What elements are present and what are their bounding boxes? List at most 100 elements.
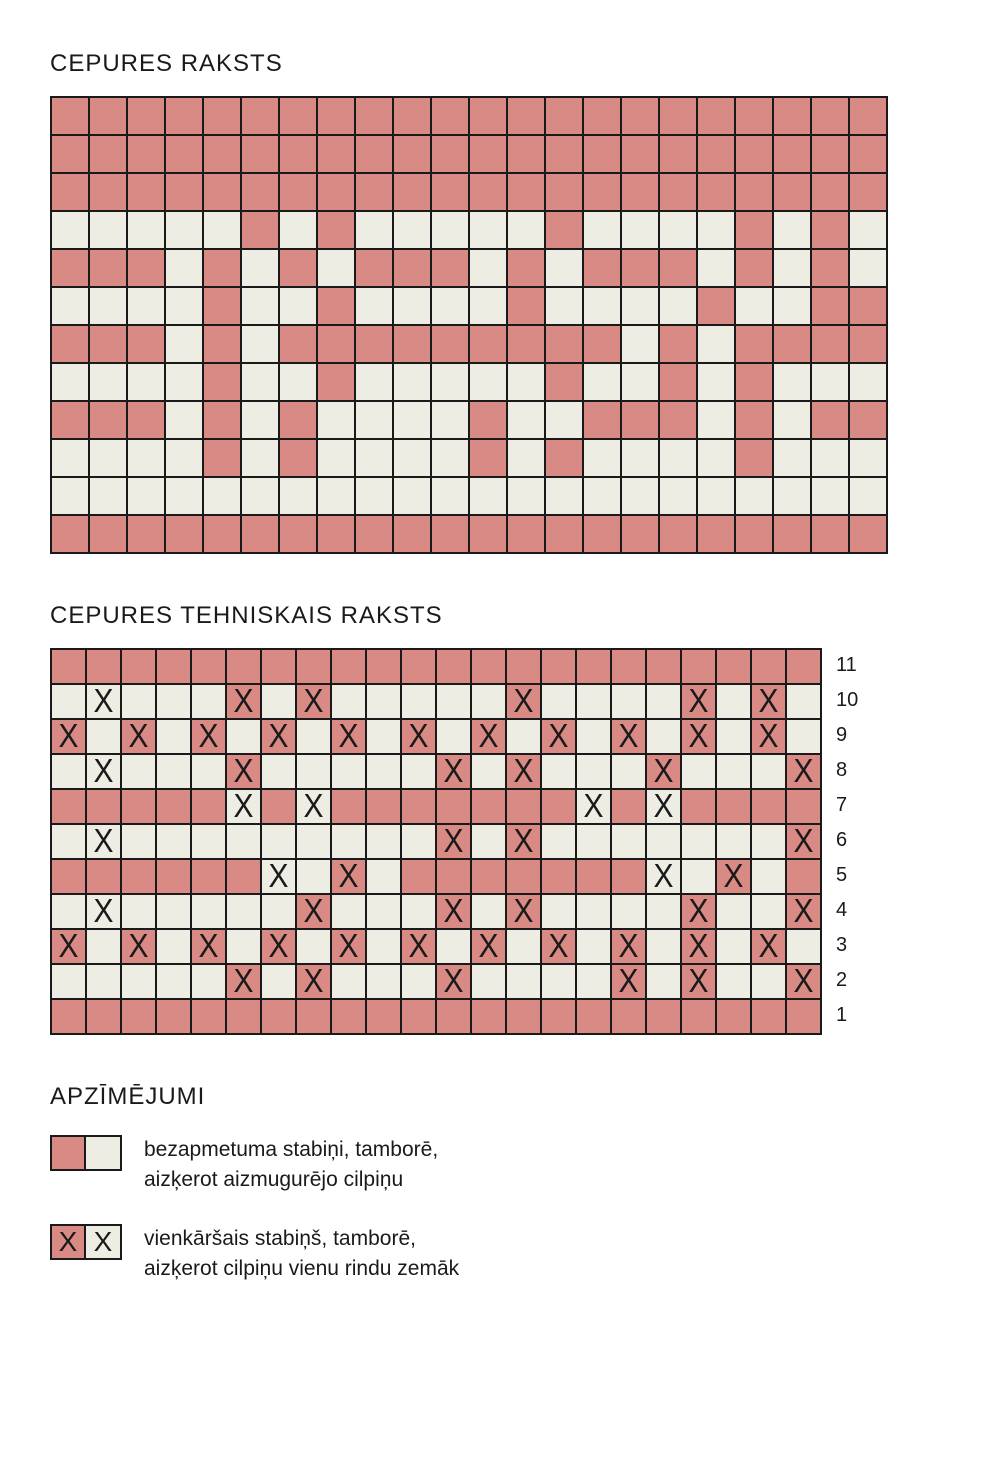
grid-cell: [786, 684, 821, 719]
grid-cell: [507, 211, 545, 249]
grid-cell: X: [436, 754, 471, 789]
grid-cell: [89, 439, 127, 477]
grid-cell: [121, 684, 156, 719]
grid-cell: [697, 249, 735, 287]
legend-row: bezapmetuma stabiņi, tamborē,aizķerot ai…: [50, 1135, 934, 1196]
grid-cell: [86, 999, 121, 1034]
grid-cell: [773, 211, 811, 249]
grid-cell: X: [471, 929, 506, 964]
grid-cell: [576, 719, 611, 754]
grid-cell: [716, 684, 751, 719]
grid-cell: X: [506, 684, 541, 719]
grid-cell: [127, 249, 165, 287]
grid-cell: [191, 684, 226, 719]
grid-cell: [431, 135, 469, 173]
x-mark: X: [93, 825, 113, 858]
grid-cell: [583, 515, 621, 553]
legend-row: XXvienkāršais stabiņš, tamborē,aizķerot …: [50, 1224, 934, 1285]
grid-cell: [279, 515, 317, 553]
grid-cell: [121, 964, 156, 999]
grid-cell: X: [681, 719, 716, 754]
grid-cell: [786, 929, 821, 964]
grid-cell: [401, 754, 436, 789]
grid-cell: [735, 401, 773, 439]
grid-cell: [121, 789, 156, 824]
grid-cell: [355, 211, 393, 249]
grid-cell: [541, 789, 576, 824]
grid-cell: [659, 401, 697, 439]
grid-cell: [786, 999, 821, 1034]
grid-cell: [366, 719, 401, 754]
x-mark: X: [268, 930, 288, 963]
grid-cell: [697, 439, 735, 477]
grid-cell: [366, 999, 401, 1034]
grid-cell: [507, 173, 545, 211]
grid-cell: [773, 97, 811, 135]
grid-cell: [89, 97, 127, 135]
row-label: 1: [832, 998, 858, 1033]
grid-cell: [849, 135, 887, 173]
grid-cell: [317, 287, 355, 325]
grid-cell: [331, 964, 366, 999]
grid-cell: [279, 249, 317, 287]
grid-cell: [735, 135, 773, 173]
x-mark: X: [758, 720, 778, 753]
grid-cell: [646, 894, 681, 929]
grid-cell: [469, 97, 507, 135]
legend-cell: [86, 1135, 122, 1171]
grid-cell: [431, 439, 469, 477]
grid-cell: [89, 477, 127, 515]
grid-cell: [716, 649, 751, 684]
grid-cell: [436, 684, 471, 719]
grid-cell: [659, 325, 697, 363]
grid-cell: [393, 249, 431, 287]
grid-cell: [226, 859, 261, 894]
grid-cell: X: [51, 929, 86, 964]
grid-cell: [751, 649, 786, 684]
grid-cell: [811, 363, 849, 401]
grid-cell: [401, 789, 436, 824]
grid-cell: [261, 754, 296, 789]
grid-cell: [89, 325, 127, 363]
x-mark: X: [723, 860, 743, 893]
grid-cell: [89, 287, 127, 325]
grid-cell: [751, 859, 786, 894]
grid-cell: [849, 325, 887, 363]
x-mark: X: [303, 685, 323, 718]
grid-cell: X: [121, 719, 156, 754]
grid-cell: X: [716, 859, 751, 894]
grid-cell: [393, 97, 431, 135]
grid-cell: [621, 135, 659, 173]
grid-cell: [127, 135, 165, 173]
grid-cell: [849, 401, 887, 439]
grid-cell: X: [401, 719, 436, 754]
x-mark: X: [653, 860, 673, 893]
grid-cell: [121, 754, 156, 789]
grid-cell: [401, 824, 436, 859]
grid-cell: X: [646, 789, 681, 824]
grid-cell: [469, 401, 507, 439]
grid-cell: [393, 439, 431, 477]
x-mark: X: [688, 930, 708, 963]
grid-cell: [241, 97, 279, 135]
grid-cell: [393, 287, 431, 325]
grid-cell: [431, 287, 469, 325]
x-mark: X: [233, 965, 253, 998]
grid-cell: [436, 789, 471, 824]
grid-cell: [541, 754, 576, 789]
x-mark: X: [478, 930, 498, 963]
grid-cell: [165, 515, 203, 553]
grid-cell: [401, 649, 436, 684]
grid-cell: [191, 859, 226, 894]
x-mark: X: [338, 930, 358, 963]
grid-cell: X: [681, 964, 716, 999]
x-mark: X: [93, 685, 113, 718]
x-mark: X: [408, 720, 428, 753]
grid-cell: [366, 649, 401, 684]
grid-cell: X: [436, 964, 471, 999]
grid-cell: [469, 249, 507, 287]
x-mark: X: [443, 755, 463, 788]
grid-cell: X: [751, 929, 786, 964]
x-mark: X: [408, 930, 428, 963]
grid-cell: [507, 363, 545, 401]
